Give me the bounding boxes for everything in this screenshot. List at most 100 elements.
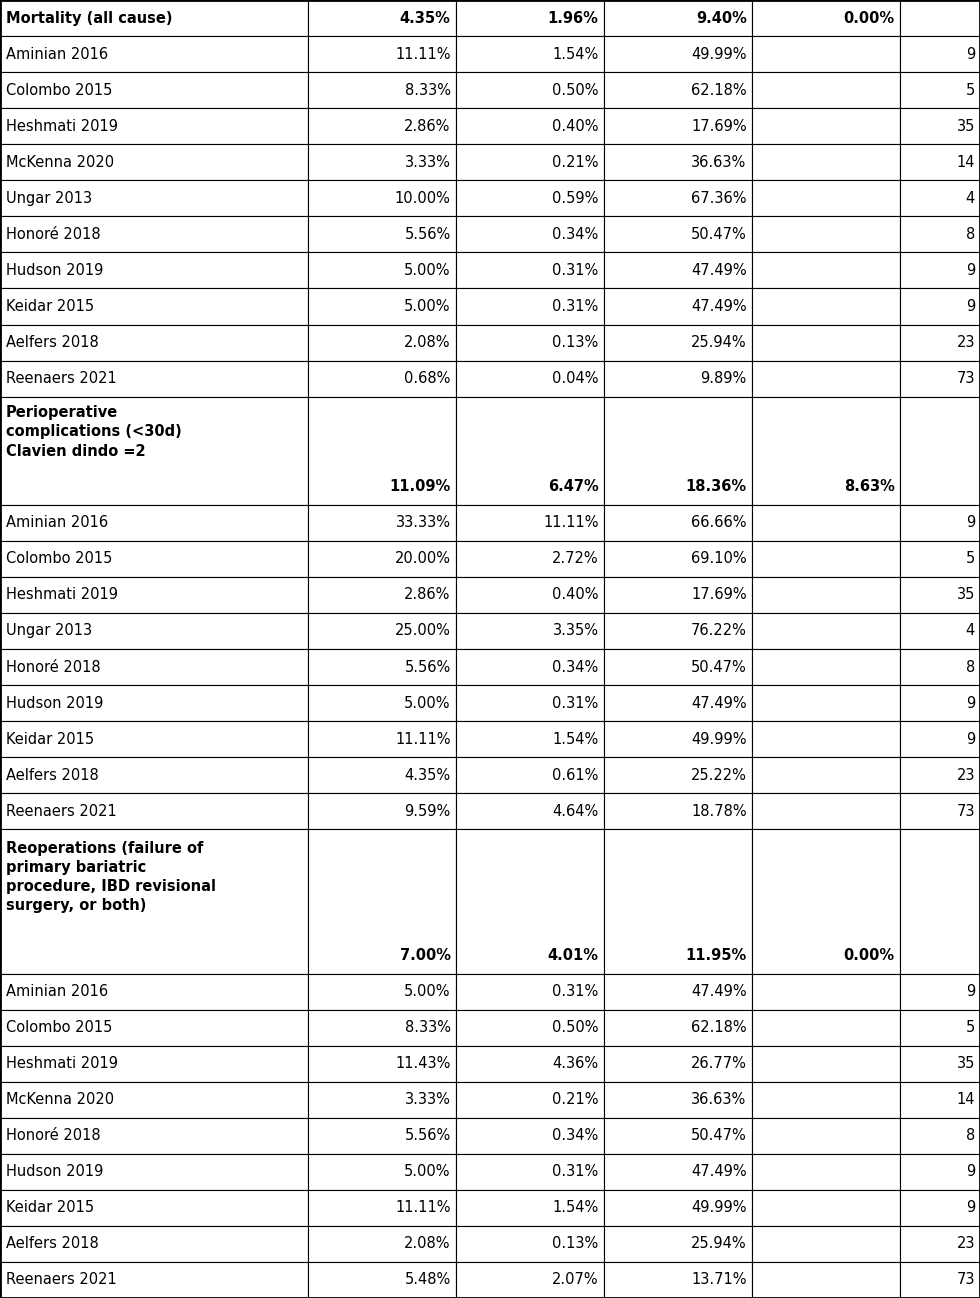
Text: 0.00%: 0.00%: [844, 948, 895, 963]
Bar: [752, 180, 900, 217]
Text: Ungar 2013: Ungar 2013: [6, 623, 92, 639]
Bar: [900, 144, 980, 180]
Text: 10.00%: 10.00%: [395, 191, 451, 206]
Text: 23: 23: [956, 1237, 975, 1251]
Bar: [752, 505, 900, 541]
Text: Keidar 2015: Keidar 2015: [6, 299, 94, 314]
Bar: [604, 1118, 752, 1154]
Text: 2.08%: 2.08%: [404, 335, 451, 350]
Text: 5: 5: [965, 552, 975, 566]
Bar: [308, 108, 456, 144]
Bar: [900, 685, 980, 722]
Bar: [900, 1154, 980, 1190]
Bar: [308, 541, 456, 576]
Bar: [604, 505, 752, 541]
Text: McKenna 2020: McKenna 2020: [6, 154, 114, 170]
Text: 47.49%: 47.49%: [691, 984, 747, 999]
Bar: [308, 397, 456, 505]
Bar: [900, 397, 980, 505]
Bar: [604, 793, 752, 829]
Bar: [0, 757, 308, 793]
Bar: [308, 757, 456, 793]
Bar: [604, 974, 752, 1010]
Text: 2.72%: 2.72%: [552, 552, 599, 566]
Text: Colombo 2015: Colombo 2015: [6, 1020, 113, 1035]
Text: 4.35%: 4.35%: [405, 767, 451, 783]
Bar: [604, 541, 752, 576]
Text: 5.00%: 5.00%: [404, 263, 451, 278]
Text: 0.59%: 0.59%: [553, 191, 599, 206]
Text: 3.35%: 3.35%: [553, 623, 599, 639]
Bar: [604, 1046, 752, 1081]
Bar: [604, 217, 752, 252]
Bar: [604, 36, 752, 73]
Text: 47.49%: 47.49%: [691, 1164, 747, 1180]
Bar: [752, 73, 900, 108]
Text: 1.54%: 1.54%: [553, 732, 599, 746]
Bar: [752, 397, 900, 505]
Text: 0.40%: 0.40%: [552, 118, 599, 134]
Text: 9: 9: [965, 263, 975, 278]
Text: 4.01%: 4.01%: [548, 948, 599, 963]
Bar: [308, 1118, 456, 1154]
Bar: [0, 180, 308, 217]
Text: Aelfers 2018: Aelfers 2018: [6, 335, 99, 350]
Bar: [900, 108, 980, 144]
Bar: [308, 722, 456, 757]
Bar: [308, 576, 456, 613]
Text: 35: 35: [956, 1057, 975, 1071]
Text: 66.66%: 66.66%: [691, 515, 747, 531]
Bar: [604, 397, 752, 505]
Bar: [900, 1010, 980, 1046]
Text: 2.86%: 2.86%: [404, 588, 451, 602]
Bar: [456, 252, 604, 288]
Bar: [308, 649, 456, 685]
Bar: [0, 361, 308, 397]
Bar: [456, 217, 604, 252]
Text: Reoperations (failure of
primary bariatric
procedure, IBD revisional
surgery, or: Reoperations (failure of primary bariatr…: [6, 841, 216, 914]
Bar: [456, 541, 604, 576]
Text: 36.63%: 36.63%: [692, 154, 747, 170]
Bar: [456, 613, 604, 649]
Bar: [0, 649, 308, 685]
Text: Reenaers 2021: Reenaers 2021: [6, 371, 117, 386]
Text: 1.96%: 1.96%: [548, 10, 599, 26]
Text: 0.31%: 0.31%: [553, 1164, 599, 1180]
Text: 0.31%: 0.31%: [553, 299, 599, 314]
Text: 0.21%: 0.21%: [552, 154, 599, 170]
Bar: [456, 1262, 604, 1298]
Text: Ungar 2013: Ungar 2013: [6, 191, 92, 206]
Bar: [604, 73, 752, 108]
Text: 2.08%: 2.08%: [404, 1237, 451, 1251]
Bar: [752, 1081, 900, 1118]
Text: 9: 9: [965, 732, 975, 746]
Text: 0.31%: 0.31%: [553, 696, 599, 710]
Bar: [752, 361, 900, 397]
Bar: [752, 1010, 900, 1046]
Text: 6.47%: 6.47%: [548, 479, 599, 495]
Text: 8.33%: 8.33%: [405, 1020, 451, 1035]
Text: 5.56%: 5.56%: [405, 659, 451, 675]
Text: 2.07%: 2.07%: [552, 1272, 599, 1288]
Bar: [0, 144, 308, 180]
Bar: [456, 974, 604, 1010]
Text: 23: 23: [956, 335, 975, 350]
Bar: [900, 324, 980, 361]
Bar: [456, 505, 604, 541]
Text: 3.33%: 3.33%: [405, 1092, 451, 1107]
Bar: [604, 252, 752, 288]
Text: 35: 35: [956, 118, 975, 134]
Bar: [900, 829, 980, 974]
Bar: [900, 974, 980, 1010]
Text: 25.22%: 25.22%: [691, 767, 747, 783]
Text: Heshmati 2019: Heshmati 2019: [6, 588, 118, 602]
Text: Heshmati 2019: Heshmati 2019: [6, 1057, 118, 1071]
Bar: [604, 613, 752, 649]
Text: Hudson 2019: Hudson 2019: [6, 696, 103, 710]
Text: 4: 4: [965, 623, 975, 639]
Bar: [752, 1154, 900, 1190]
Bar: [308, 1010, 456, 1046]
Text: 4.64%: 4.64%: [553, 803, 599, 819]
Bar: [604, 180, 752, 217]
Bar: [900, 1262, 980, 1298]
